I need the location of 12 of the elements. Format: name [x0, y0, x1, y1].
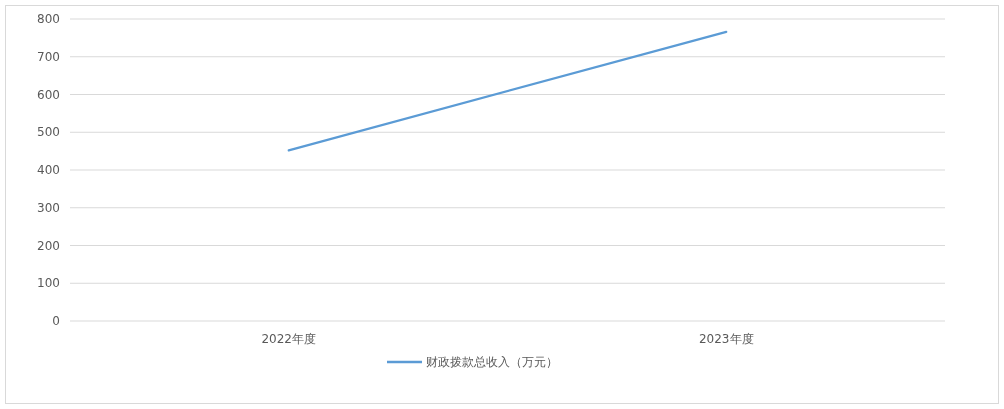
- y-tick-label: 800: [37, 12, 60, 27]
- legend-label: 财政拨款总收入（万元）: [426, 355, 558, 370]
- y-tick-label: 300: [37, 200, 60, 215]
- y-tick-label: 200: [37, 238, 60, 253]
- y-tick-label: 100: [37, 276, 60, 291]
- y-tick-label: 0: [52, 314, 60, 329]
- y-tick-label: 600: [37, 87, 60, 102]
- y-tick-label: 500: [37, 125, 60, 140]
- y-tick-label: 700: [37, 49, 60, 64]
- x-tick-label: 2023年度: [698, 332, 754, 346]
- x-tick-label: 2022年度: [261, 332, 317, 346]
- y-tick-label: 400: [37, 163, 60, 178]
